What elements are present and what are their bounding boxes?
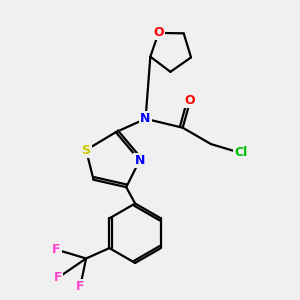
Text: N: N [134, 154, 145, 167]
Text: F: F [52, 243, 61, 256]
Text: S: S [82, 143, 91, 157]
Text: N: N [140, 112, 151, 125]
Text: F: F [76, 280, 84, 293]
Text: O: O [153, 26, 164, 39]
Text: Cl: Cl [234, 146, 247, 160]
Text: O: O [185, 94, 195, 107]
Text: F: F [54, 271, 62, 284]
